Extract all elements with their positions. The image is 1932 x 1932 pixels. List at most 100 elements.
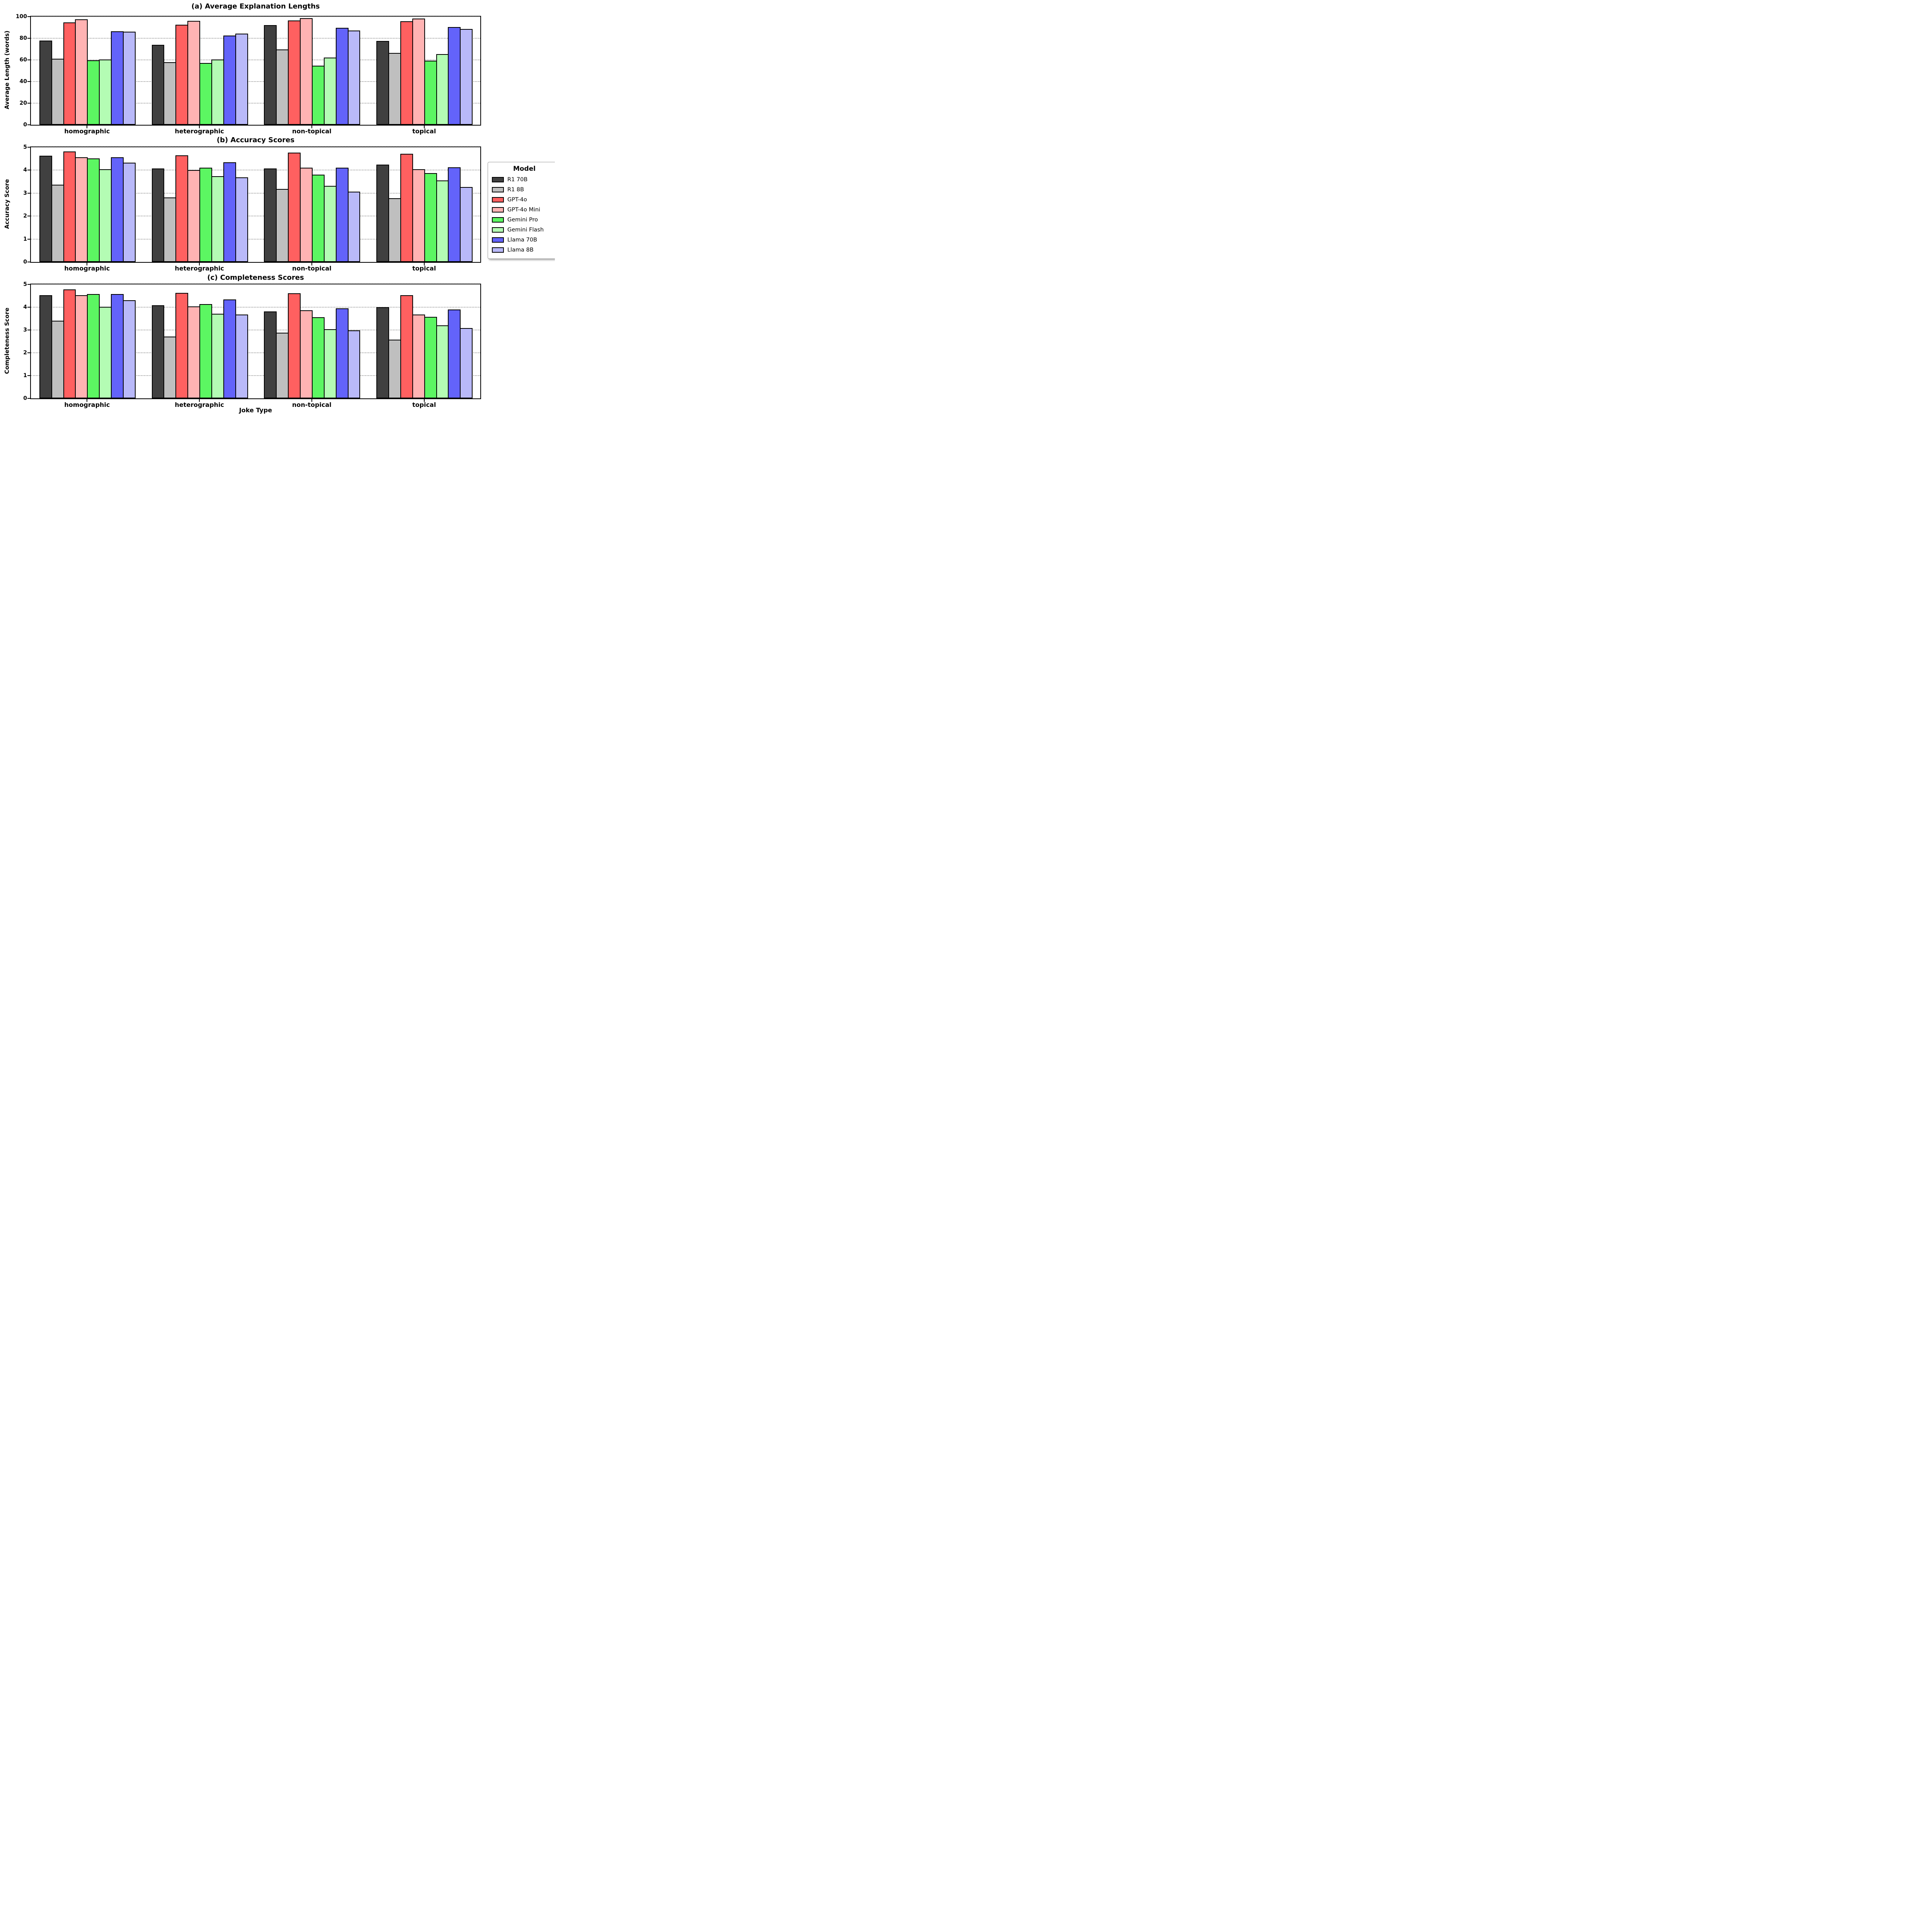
y-tick-mark — [27, 238, 30, 240]
bar-gemini-pro — [311, 317, 325, 398]
gridline — [31, 147, 480, 148]
bar-llama-8b — [235, 177, 248, 262]
bar-gpt-4o-mini — [75, 19, 88, 125]
bar-gpt-4o-mini — [187, 21, 201, 125]
y-tick-label: 0 — [23, 395, 27, 401]
legend-swatch — [492, 237, 504, 243]
gridline — [31, 81, 480, 82]
bar-gpt-4o — [288, 20, 301, 125]
bar-llama-8b — [347, 192, 361, 262]
bar-llama-70b — [111, 31, 124, 125]
bar-gpt-4o — [400, 295, 413, 398]
bar-llama-8b — [123, 300, 136, 398]
legend-title: Model — [513, 165, 536, 173]
bar-gpt-4o — [400, 154, 413, 262]
bar-llama-70b — [111, 294, 124, 398]
chart-c-plot-area: 0 1 2 3 4 5 homographic heterographic non-topica… — [23, 281, 481, 408]
bar-gemini-flash — [323, 57, 337, 125]
bar-llama-70b — [335, 308, 349, 398]
x-tick-mark — [311, 126, 312, 128]
legend-item-label: Gemini Pro — [507, 217, 538, 223]
bar-llama-70b — [448, 167, 461, 262]
bar-r1-70b — [376, 165, 389, 262]
bar-r1-8b — [51, 320, 64, 398]
chart-a-y-axis-label: Average Length (words) — [3, 31, 10, 109]
x-tick-label: non-topical — [292, 401, 332, 408]
x-tick-label: non-topical — [292, 128, 332, 135]
bar-llama-70b — [223, 162, 236, 262]
legend-item-label: Llama 8B — [507, 247, 534, 253]
bar-llama-8b — [235, 314, 248, 398]
x-tick-label: homographic — [64, 265, 110, 272]
y-tick-mark — [27, 103, 30, 104]
x-tick-label: topical — [412, 401, 436, 408]
bar-gpt-4o-mini — [412, 18, 425, 125]
x-tick-mark — [423, 126, 425, 128]
bar-gpt-4o-mini — [412, 169, 425, 262]
x-tick-mark — [423, 399, 425, 402]
gridline — [31, 352, 480, 353]
y-tick-label: 0 — [23, 259, 27, 265]
chart-b-plot-area: 0 1 2 3 4 5 homographic heterographic non-topica… — [23, 144, 481, 272]
legend-item: Llama 8B — [492, 245, 555, 255]
chart-c-y-axis-label: Completeness Score — [3, 308, 10, 374]
legend-item: Gemini Pro — [492, 215, 555, 225]
y-tick-mark — [27, 307, 30, 308]
bar-gemini-pro — [311, 174, 325, 262]
bar-gpt-4o — [288, 293, 301, 398]
bar-llama-70b — [111, 157, 124, 262]
y-tick-mark — [27, 398, 30, 399]
bar-gemini-flash — [99, 306, 112, 398]
bar-r1-70b — [151, 168, 165, 262]
bar-r1-8b — [51, 185, 64, 262]
bar-r1-70b — [151, 44, 165, 125]
bar-gpt-4o — [175, 25, 189, 125]
chart-b-y-axis-label: Accuracy Score — [3, 179, 10, 229]
bar-r1-8b — [163, 62, 177, 125]
bar-gpt-4o — [175, 155, 189, 262]
bar-gpt-4o-mini — [75, 157, 88, 262]
y-tick-mark — [27, 16, 30, 17]
y-tick-label: 4 — [23, 167, 27, 173]
x-tick-mark — [199, 399, 200, 402]
legend-item-label: Gemini Flash — [507, 227, 544, 233]
bar-gpt-4o — [400, 21, 413, 125]
y-tick-label: 1 — [23, 372, 27, 379]
gridline — [31, 284, 480, 285]
bar-r1-8b — [163, 197, 177, 262]
bar-llama-8b — [460, 328, 473, 398]
legend-item: Gemini Flash — [492, 225, 555, 235]
y-tick-label: 3 — [23, 327, 27, 333]
y-tick-label: 4 — [23, 304, 27, 310]
bar-r1-70b — [264, 168, 277, 262]
bar-r1-70b — [39, 295, 52, 398]
bar-gemini-pro — [199, 167, 213, 262]
legend-swatch — [492, 187, 504, 192]
x-tick-label: homographic — [64, 401, 110, 408]
bar-gemini-flash — [99, 59, 112, 125]
bar-gemini-flash — [211, 176, 224, 262]
bar-r1-8b — [163, 336, 177, 398]
gridline — [31, 307, 480, 308]
bar-llama-70b — [335, 28, 349, 125]
bar-r1-70b — [39, 155, 52, 262]
bar-llama-70b — [223, 36, 236, 125]
y-tick-label: 20 — [19, 100, 27, 106]
legend-swatch — [492, 217, 504, 223]
bar-gemini-flash — [211, 59, 224, 125]
bar-r1-70b — [264, 25, 277, 125]
bar-r1-8b — [51, 59, 64, 125]
legend-item-label: R1 8B — [507, 187, 524, 193]
x-tick-mark — [423, 263, 425, 265]
y-tick-label: 5 — [23, 281, 27, 287]
x-tick-mark — [199, 263, 200, 265]
legend-swatch — [492, 247, 504, 253]
x-tick-mark — [311, 399, 312, 402]
x-tick-label: homographic — [64, 128, 110, 135]
bar-llama-8b — [123, 31, 136, 125]
y-tick-mark — [27, 81, 30, 82]
legend-items: R1 70B R1 8B GPT-4o GPT-4o Mini Gemini Pro Ge… — [492, 175, 555, 255]
bar-gpt-4o — [288, 153, 301, 262]
x-tick-mark — [199, 126, 200, 128]
legend-swatch — [492, 227, 504, 233]
